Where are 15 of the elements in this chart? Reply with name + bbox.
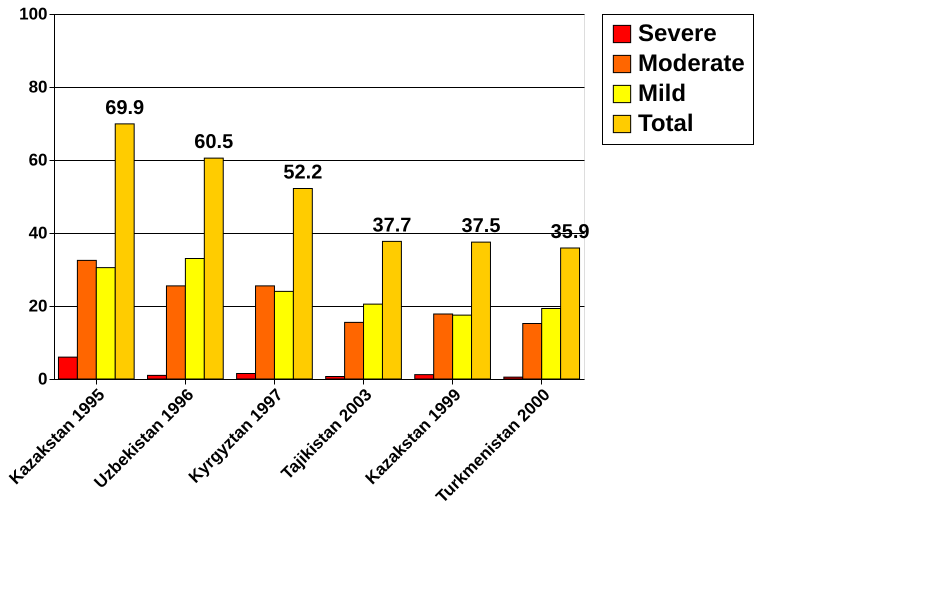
- data-label: 69.9: [105, 96, 144, 119]
- data-label: 37.7: [372, 214, 412, 236]
- y-tick-label: 0: [38, 370, 48, 388]
- data-label: 37.5: [462, 215, 500, 238]
- data-label: 52.2: [283, 161, 322, 184]
- legend-label: Total: [638, 110, 694, 137]
- y-tick-label: 100: [19, 4, 48, 24]
- legend-label: Moderate: [638, 50, 745, 77]
- legend-label: Severe: [638, 20, 717, 47]
- y-tick-label: 20: [28, 296, 48, 316]
- data-label: 60.5: [194, 131, 234, 154]
- legend-label: Mild: [638, 80, 686, 107]
- y-tick-label: 80: [28, 78, 48, 96]
- y-tick-label: 40: [28, 224, 48, 242]
- y-tick-label: 60: [28, 150, 48, 170]
